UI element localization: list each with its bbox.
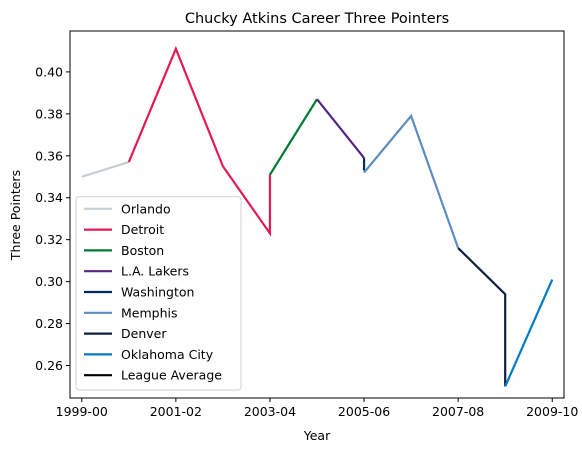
- series-line-7: [505, 280, 552, 387]
- x-tick-label: 1999-00: [56, 404, 108, 419]
- chart-title: Chucky Atkins Career Three Pointers: [185, 11, 449, 27]
- y-tick-label: 0.40: [35, 64, 63, 79]
- legend-label-1: Detroit: [121, 222, 164, 237]
- legend-label-8: League Average: [121, 368, 222, 383]
- series-line-3: [317, 99, 364, 158]
- legend-label-3: L.A. Lakers: [121, 264, 189, 279]
- legend-label-5: Memphis: [121, 305, 178, 320]
- x-axis-title: Year: [303, 428, 331, 443]
- legend-label-6: Denver: [121, 326, 167, 341]
- legend: Orlando Detroit Boston L.A. Lakers Washingto…: [76, 197, 241, 390]
- series-line-6: [458, 248, 505, 386]
- x-tick-label: 2007-08: [432, 404, 484, 419]
- legend-label-0: Orlando: [121, 201, 171, 216]
- legend-label-4: Washington: [121, 285, 194, 300]
- y-tick-label: 0.26: [35, 358, 63, 373]
- x-tick-label: 2009-10: [526, 404, 578, 419]
- y-tick-label: 0.32: [35, 232, 63, 247]
- x-tick-label: 2001-02: [150, 404, 202, 419]
- y-tick-label: 0.30: [35, 274, 63, 289]
- y-tick-label: 0.36: [35, 148, 63, 163]
- y-tick-label: 0.28: [35, 316, 63, 331]
- y-tick-label: 0.34: [35, 190, 63, 205]
- series-line-2: [270, 99, 317, 174]
- legend-label-7: Oklahoma City: [121, 347, 214, 362]
- y-axis-title: Three Pointers: [8, 170, 23, 261]
- y-tick-label: 0.38: [35, 106, 63, 121]
- x-tick-label: 2003-04: [244, 404, 296, 419]
- series-line-5: [364, 116, 458, 248]
- legend-label-2: Boston: [121, 243, 164, 258]
- x-tick-label: 2005-06: [338, 404, 390, 419]
- series-line-0: [82, 162, 129, 177]
